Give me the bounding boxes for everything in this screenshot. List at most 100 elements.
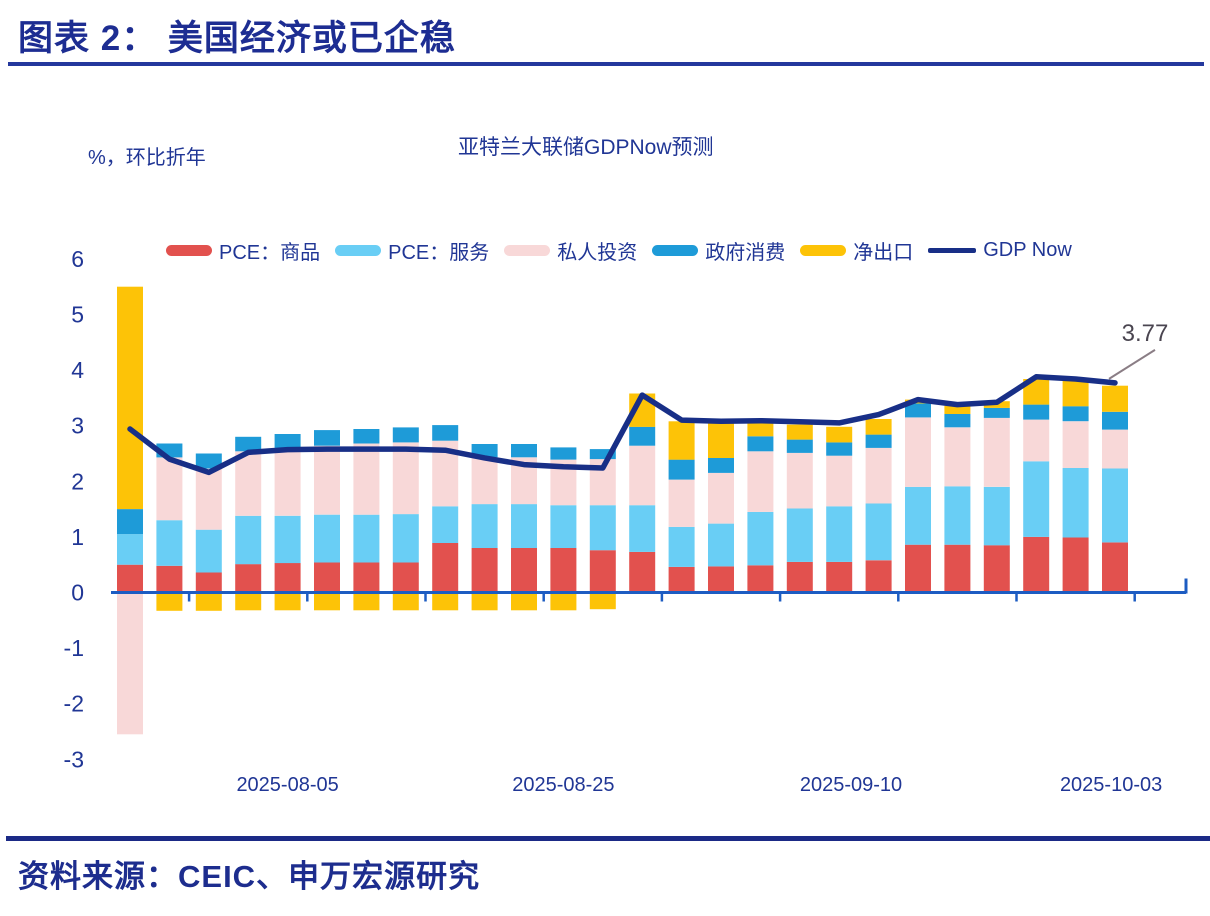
bar-segment bbox=[235, 515, 262, 565]
bar-segment bbox=[471, 592, 498, 611]
bar-segment bbox=[195, 529, 222, 573]
bar-segment bbox=[1023, 461, 1050, 537]
bar-segment bbox=[550, 548, 577, 593]
bar-segment bbox=[353, 443, 380, 515]
annotation-value: 3.77 bbox=[1122, 320, 1169, 347]
bar-segment bbox=[353, 592, 380, 611]
bar-segment bbox=[865, 447, 892, 504]
x-axis bbox=[111, 578, 1188, 602]
bar-segment bbox=[983, 417, 1010, 487]
bar-segment bbox=[786, 561, 813, 593]
bar-segment bbox=[826, 426, 853, 443]
bar-segment bbox=[274, 592, 301, 611]
bar-segment bbox=[589, 592, 616, 610]
bar-segment bbox=[550, 505, 577, 548]
bar-segment bbox=[314, 430, 340, 446]
legend-swatch-icon bbox=[335, 245, 382, 256]
bar-segment bbox=[511, 592, 537, 611]
bar-segment bbox=[156, 520, 183, 566]
x-tick-label: 2025-09-10 bbox=[800, 774, 902, 796]
legend-swatch-icon bbox=[504, 245, 551, 256]
y-tick-label: 6 bbox=[71, 246, 84, 272]
bar-segment bbox=[668, 526, 695, 567]
bar-segment bbox=[195, 453, 222, 469]
bar-segment bbox=[1023, 419, 1050, 462]
bar-segment bbox=[1102, 429, 1128, 469]
bar-segment bbox=[668, 421, 695, 460]
bar-segment bbox=[786, 452, 813, 509]
bar-segment bbox=[235, 451, 262, 516]
bar-segment bbox=[117, 592, 143, 735]
bars-layer bbox=[117, 286, 1128, 735]
bar-segment bbox=[1102, 385, 1128, 412]
bar-segment bbox=[629, 445, 656, 506]
bar-segment bbox=[826, 442, 853, 456]
legend-item: 净出口 bbox=[800, 236, 913, 265]
bar-segment bbox=[314, 514, 340, 563]
y-tick-label: 5 bbox=[71, 302, 84, 328]
bar-segment bbox=[747, 421, 774, 437]
bar-segment bbox=[708, 523, 734, 567]
bar-segment bbox=[944, 544, 971, 593]
bar-segment bbox=[944, 486, 971, 545]
bar-segment bbox=[195, 468, 222, 530]
legend-item: PCE：商品 bbox=[166, 236, 320, 265]
bar-segment bbox=[314, 592, 340, 611]
bar-segment bbox=[905, 486, 931, 545]
legend-label: 政府消费 bbox=[705, 242, 786, 264]
bar-segment bbox=[1023, 404, 1050, 420]
y-tick-label: 3 bbox=[71, 413, 84, 439]
bar-segment bbox=[905, 544, 931, 593]
bar-segment bbox=[235, 592, 262, 611]
bar-segment bbox=[786, 439, 813, 453]
bar-segment bbox=[353, 429, 380, 444]
legend-swatch-icon bbox=[652, 245, 699, 256]
legend-item: GDP Now bbox=[928, 239, 1072, 262]
bar-segment bbox=[235, 564, 262, 593]
bar-segment bbox=[944, 427, 971, 487]
legend-swatch-icon bbox=[928, 248, 977, 253]
bar-segment bbox=[1062, 406, 1089, 422]
bar-segment bbox=[708, 566, 734, 593]
bar-segment bbox=[156, 565, 183, 593]
bar-segment bbox=[865, 419, 892, 435]
bar-segment bbox=[905, 403, 931, 418]
y-tick-label: -3 bbox=[64, 746, 84, 772]
bar-segment bbox=[944, 414, 971, 428]
bar-segment bbox=[314, 445, 340, 515]
bar-segment bbox=[274, 563, 301, 593]
bar-segment bbox=[432, 506, 459, 543]
bar-segment bbox=[550, 592, 577, 611]
y-tick-label: -1 bbox=[64, 635, 84, 661]
bar-segment bbox=[274, 515, 301, 564]
bar-segment bbox=[511, 548, 537, 593]
bar-segment bbox=[117, 534, 143, 565]
bar-segment bbox=[708, 457, 734, 473]
chart-legend: PCE：商品 PCE：服务 私人投资 政府消费 净出口 GDP Now bbox=[166, 236, 1072, 265]
bar-segment bbox=[511, 444, 537, 458]
bar-segment bbox=[117, 509, 143, 535]
x-axis-labels: 2025-08-05 2025-08-25 2025-09-10 2025-10-03 bbox=[236, 774, 1162, 796]
y-tick-label: -2 bbox=[64, 691, 84, 717]
bar-segment bbox=[432, 543, 459, 593]
bar-segment bbox=[1102, 468, 1128, 543]
bar-segment bbox=[983, 545, 1010, 593]
bar-segment bbox=[1062, 537, 1089, 593]
bar-segment bbox=[117, 564, 143, 593]
bar-segment bbox=[195, 572, 222, 593]
y-axis-labels: 6 5 4 3 2 1 0 -1 -2 -3 bbox=[64, 246, 85, 772]
legend-item: PCE：服务 bbox=[335, 236, 489, 265]
bar-segment bbox=[314, 562, 340, 593]
source-text: 资料来源：CEIC、申万宏源研究 bbox=[18, 859, 481, 894]
bar-segment bbox=[392, 562, 419, 593]
line-end-annotation: 3.77 bbox=[1108, 320, 1169, 380]
legend-label: 净出口 bbox=[853, 242, 914, 264]
bar-segment bbox=[117, 286, 143, 510]
y-tick-label: 0 bbox=[71, 580, 84, 606]
bar-segment bbox=[865, 434, 892, 448]
bar-segment bbox=[195, 592, 222, 611]
annotation-leader-line bbox=[1108, 349, 1156, 380]
bar-segment bbox=[905, 417, 931, 487]
bar-segment bbox=[708, 473, 734, 524]
